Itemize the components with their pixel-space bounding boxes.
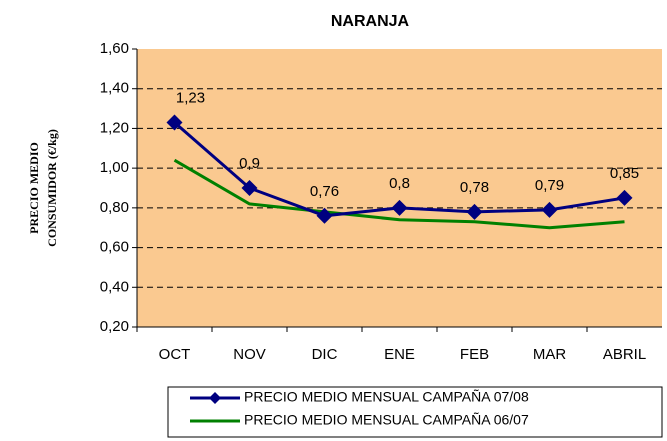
marker bbox=[541, 201, 558, 218]
y-tick-label: 1,20 bbox=[100, 119, 129, 136]
marker bbox=[166, 114, 183, 131]
y-tick-label: 1,40 bbox=[100, 80, 129, 97]
y-tick-label: 0,80 bbox=[100, 199, 129, 216]
data-label: 0,9 bbox=[239, 155, 260, 172]
legend-label: PRECIO MEDIO MENSUAL CAMPAÑA 06/07 bbox=[244, 412, 529, 428]
y-axis-title-line: CONSUMIDOR (€/kg) bbox=[45, 129, 59, 247]
marker bbox=[466, 203, 483, 220]
x-tick-label: NOV bbox=[233, 346, 266, 363]
data-label: 0,78 bbox=[460, 179, 489, 196]
data-label: 0,85 bbox=[610, 165, 639, 182]
y-tick-label: 0,60 bbox=[100, 239, 129, 256]
x-tick-label: ENE bbox=[384, 346, 415, 363]
y-axis-title: PRECIO MEDIO CONSUMIDOR (€/kg) bbox=[27, 129, 59, 247]
series-line bbox=[173, 158, 625, 230]
data-label: 0,76 bbox=[310, 183, 339, 200]
x-tick-label: DIC bbox=[312, 346, 338, 363]
y-tick-label: 1,00 bbox=[100, 159, 129, 176]
legend-marker bbox=[209, 392, 221, 404]
legend-label: PRECIO MEDIO MENSUAL CAMPAÑA 07/08 bbox=[244, 389, 529, 405]
data-label: 1,23 bbox=[176, 89, 205, 106]
marker bbox=[616, 189, 633, 206]
data-label: 0,8 bbox=[389, 175, 410, 192]
x-tick-label: MAR bbox=[533, 346, 567, 363]
chart-title: NARANJA bbox=[331, 13, 410, 30]
x-tick-label: ABRIL bbox=[603, 346, 646, 363]
marker bbox=[316, 207, 333, 224]
y-tick-label: 1,60 bbox=[100, 40, 129, 57]
y-axis-title-line: PRECIO MEDIO bbox=[27, 142, 41, 234]
marker bbox=[241, 180, 258, 196]
x-tick-label: FEB bbox=[460, 346, 489, 363]
y-tick-label: 0,40 bbox=[100, 278, 129, 295]
marker bbox=[391, 199, 408, 216]
x-tick-label: OCT bbox=[159, 346, 191, 363]
legend-box bbox=[167, 386, 663, 438]
data-label: 0,79 bbox=[535, 177, 564, 194]
y-tick-label: 0,20 bbox=[100, 318, 129, 335]
